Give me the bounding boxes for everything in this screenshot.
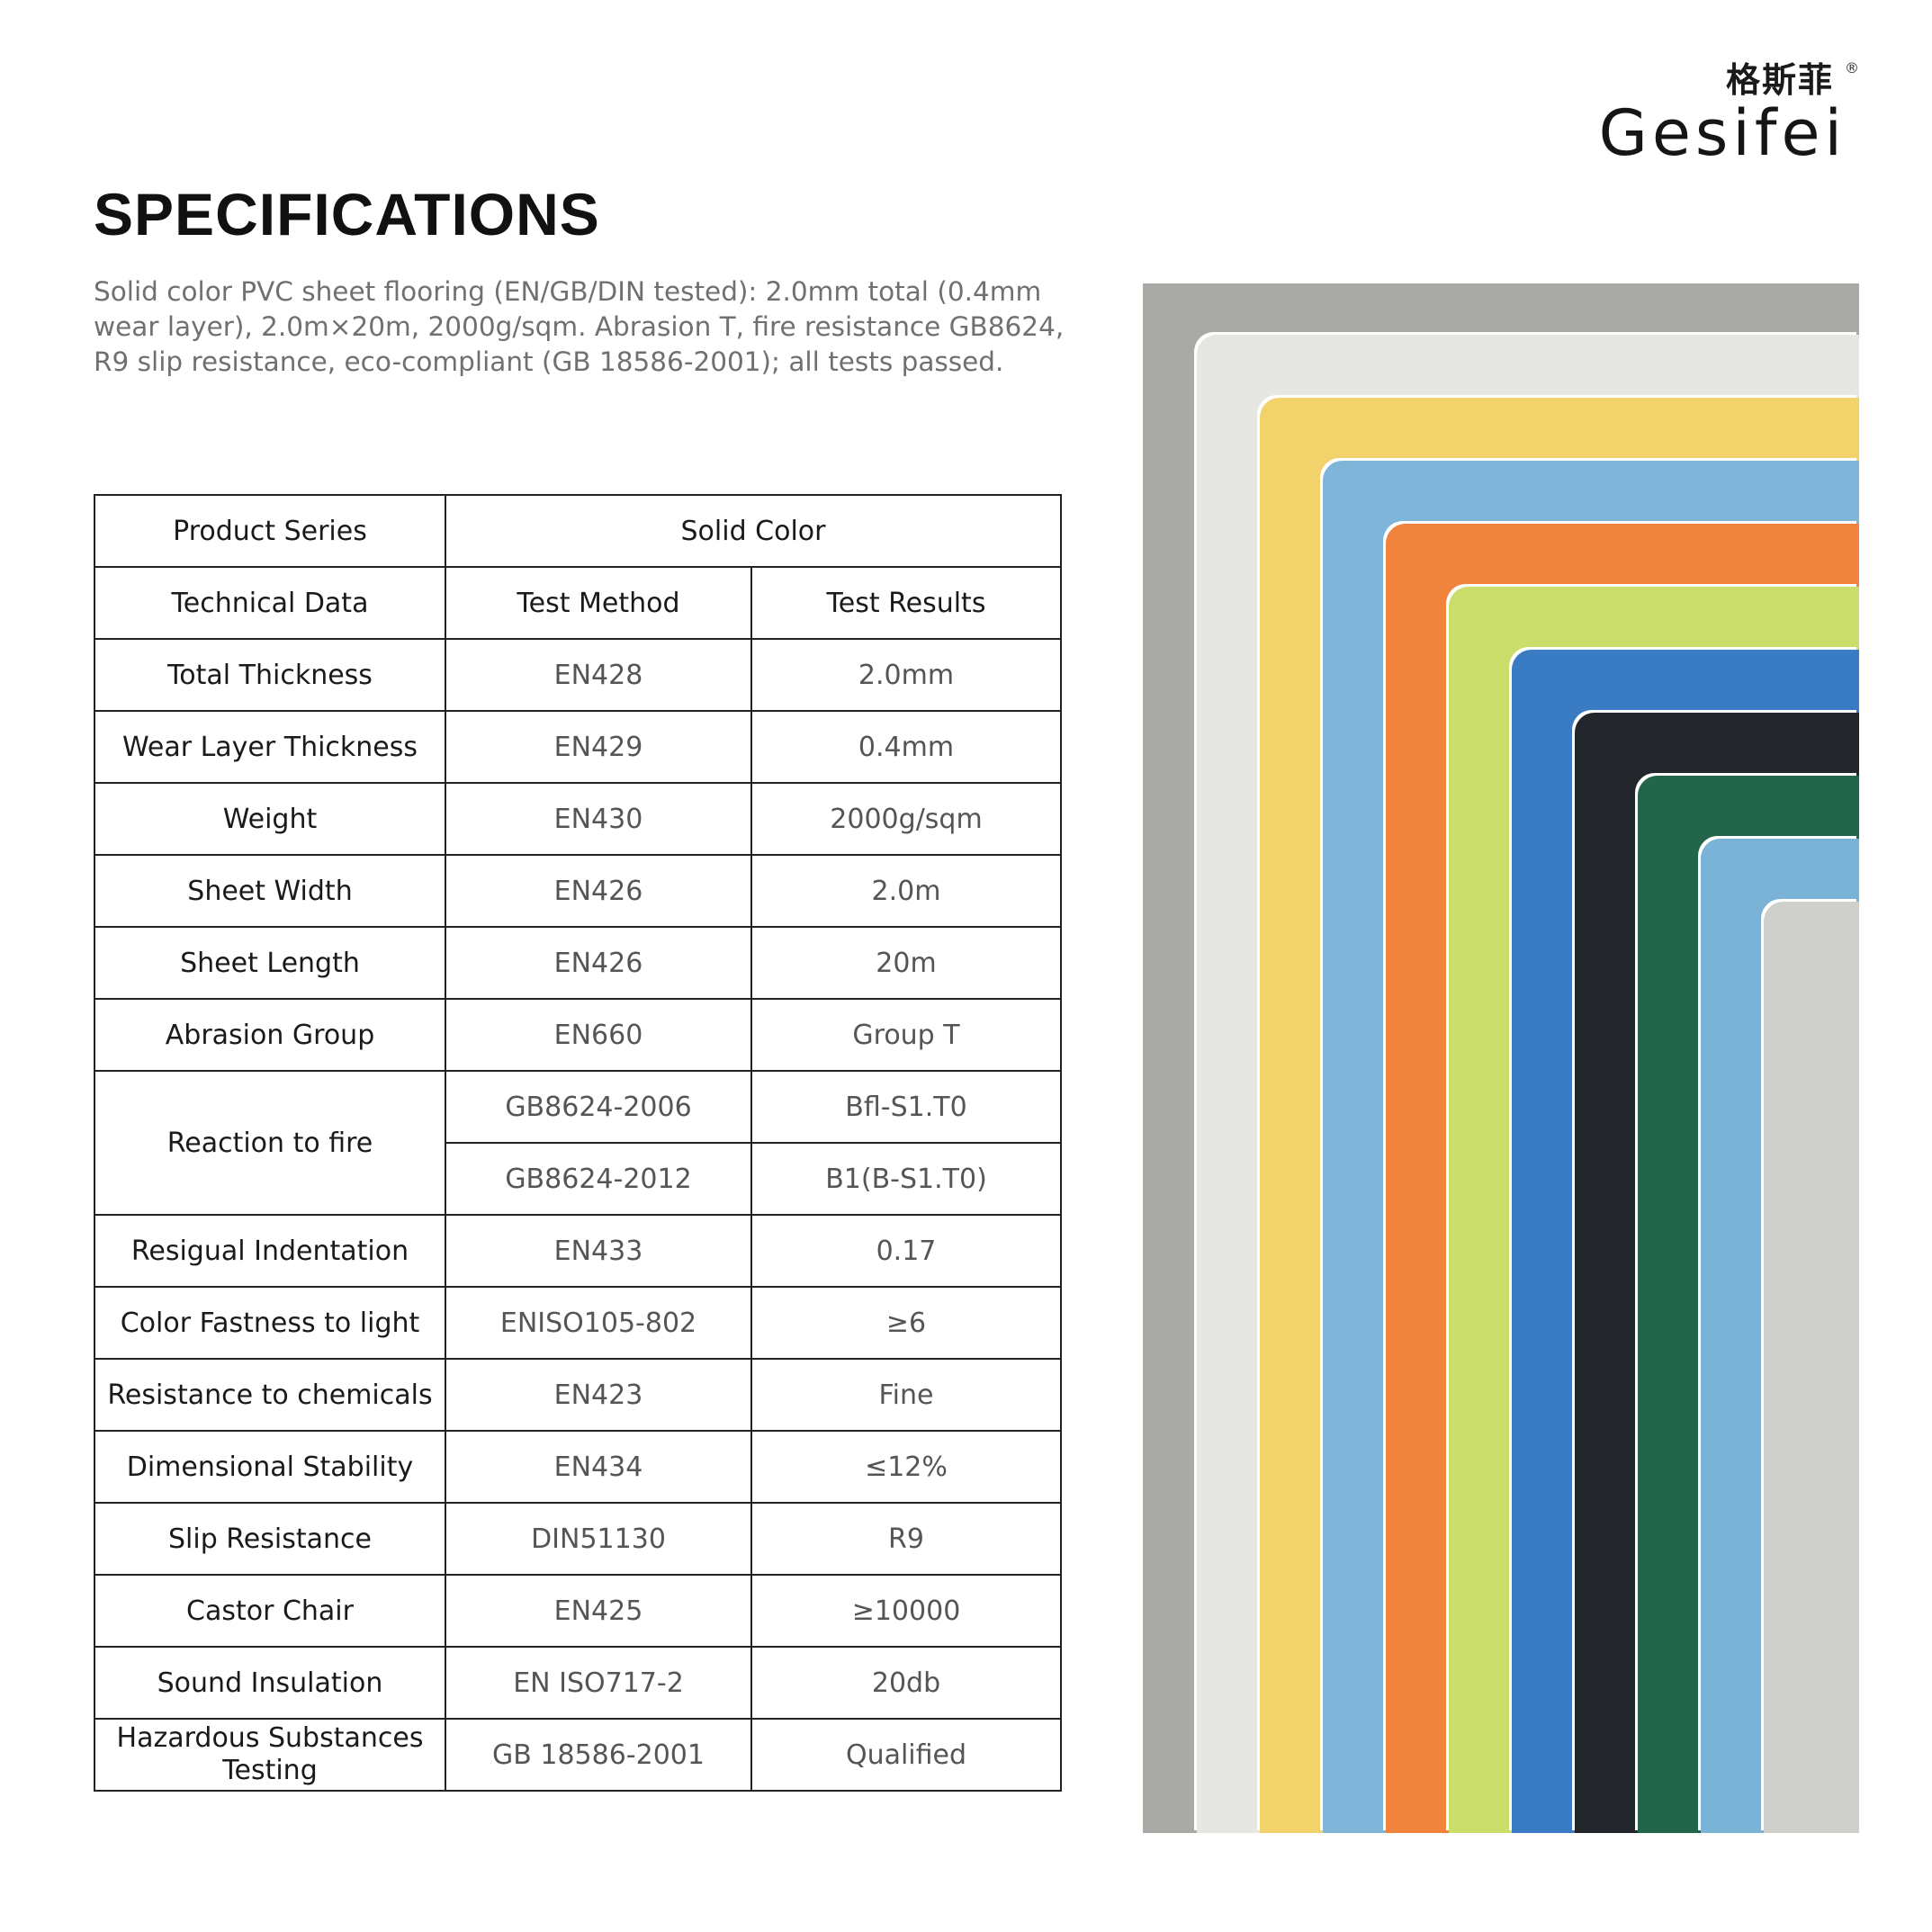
table-row-series: Product Series Solid Color xyxy=(94,494,1062,568)
row-label: Resigual Indentation xyxy=(94,1214,446,1288)
row-label: Wear Layer Thickness xyxy=(94,710,446,784)
header-test-method: Test Method xyxy=(445,566,752,640)
row-test-result: Qualified xyxy=(750,1718,1062,1792)
row-test-method: EN425 xyxy=(445,1574,752,1648)
brand-name-english: Gesifei xyxy=(1598,96,1847,170)
row-test-method: GB8624-2006 xyxy=(445,1070,752,1144)
row-test-method: EN426 xyxy=(445,854,752,928)
specifications-table: Product Series Solid Color Technical Dat… xyxy=(94,494,1062,1792)
row-test-result: 2.0m xyxy=(750,854,1062,928)
row-test-method: GB 18586-2001 xyxy=(445,1718,752,1792)
table-row: Sheet Width EN426 2.0m xyxy=(94,854,1062,928)
row-test-method: ENISO105-802 xyxy=(445,1286,752,1360)
row-test-result: 0.4mm xyxy=(750,710,1062,784)
row-test-result: Fine xyxy=(750,1358,1062,1432)
row-test-result: R9 xyxy=(750,1502,1062,1576)
table-row: Slip Resistance DIN51130 R9 xyxy=(94,1502,1062,1576)
row-test-result: Bfl-S1.T0 xyxy=(750,1070,1062,1144)
row-test-method: EN428 xyxy=(445,638,752,712)
row-label: Castor Chair xyxy=(94,1574,446,1648)
row-label: Abrasion Group xyxy=(94,998,446,1072)
table-row: Total Thickness EN428 2.0mm xyxy=(94,638,1062,712)
row-label: Slip Resistance xyxy=(94,1502,446,1576)
table-row: Dimensional Stability EN434 ≤12% xyxy=(94,1430,1062,1504)
page-title: SPECIFICATIONS xyxy=(94,181,600,247)
row-test-method: GB8624-2012 xyxy=(445,1142,752,1216)
color-swatch xyxy=(1764,902,1859,1833)
table-row: Weight EN430 2000g/sqm xyxy=(94,782,1062,856)
row-test-result: 20m xyxy=(750,926,1062,1000)
row-test-method: EN430 xyxy=(445,782,752,856)
row-label: Color Fastness to light xyxy=(94,1286,446,1360)
row-test-method: EN429 xyxy=(445,710,752,784)
header-test-results: Test Results xyxy=(750,566,1062,640)
table-row: Sound Insulation EN ISO717-2 20db xyxy=(94,1646,1062,1720)
table-header-row: Technical Data Test Method Test Results xyxy=(94,566,1062,640)
row-label: Weight xyxy=(94,782,446,856)
table-row: Castor Chair EN425 ≥10000 xyxy=(94,1574,1062,1648)
row-test-method: EN423 xyxy=(445,1358,752,1432)
row-test-result: ≥10000 xyxy=(750,1574,1062,1648)
row-test-result: 0.17 xyxy=(750,1214,1062,1288)
row-test-method: EN660 xyxy=(445,998,752,1072)
row-label: Resistance to chemicals xyxy=(94,1358,446,1432)
row-test-method: EN433 xyxy=(445,1214,752,1288)
page-description: Solid color PVC sheet flooring (EN/GB/DI… xyxy=(94,276,1065,377)
row-test-result: 2000g/sqm xyxy=(750,782,1062,856)
table-row: Color Fastness to light ENISO105-802 ≥6 xyxy=(94,1286,1062,1360)
table-row: Resigual Indentation EN433 0.17 xyxy=(94,1214,1062,1288)
row-test-result: 20db xyxy=(750,1646,1062,1720)
series-label-cell: Product Series xyxy=(94,494,446,568)
row-label: Sheet Width xyxy=(94,854,446,928)
row-label: Total Thickness xyxy=(94,638,446,712)
row-test-method: EN426 xyxy=(445,926,752,1000)
row-label: Hazardous Substances Testing xyxy=(94,1718,446,1792)
series-value-cell: Solid Color xyxy=(445,494,1062,568)
row-label: Sheet Length xyxy=(94,926,446,1000)
table-row: Hazardous Substances Testing GB 18586-20… xyxy=(94,1718,1062,1792)
table-row: Reaction to fire GB8624-2006 Bfl-S1.T0 xyxy=(94,1070,1062,1216)
table-row: Resistance to chemicals EN423 Fine xyxy=(94,1358,1062,1432)
row-label: Reaction to fire xyxy=(94,1070,446,1216)
row-test-result: Group T xyxy=(750,998,1062,1072)
row-label: Sound Insulation xyxy=(94,1646,446,1720)
table-row: Abrasion Group EN660 Group T xyxy=(94,998,1062,1072)
row-test-result: ≤12% xyxy=(750,1430,1062,1504)
row-test-method: EN ISO717-2 xyxy=(445,1646,752,1720)
registered-mark: ® xyxy=(1845,59,1859,76)
row-test-method: EN434 xyxy=(445,1430,752,1504)
header-technical-data: Technical Data xyxy=(94,566,446,640)
row-test-method: DIN51130 xyxy=(445,1502,752,1576)
brand-name-chinese: 格斯菲 xyxy=(1725,60,1834,100)
table-row: GB8624-2012 B1(B-S1.T0) xyxy=(94,1142,1062,1216)
table-row: Wear Layer Thickness EN429 0.4mm xyxy=(94,710,1062,784)
color-swatch-panel xyxy=(1143,283,1859,1833)
row-test-result: 2.0mm xyxy=(750,638,1062,712)
brand-logo: 格斯菲 ® Gesifei xyxy=(1598,59,1859,170)
row-test-result: B1(B-S1.T0) xyxy=(750,1142,1062,1216)
row-test-result: ≥6 xyxy=(750,1286,1062,1360)
table-row: Sheet Length EN426 20m xyxy=(94,926,1062,1000)
row-label: Dimensional Stability xyxy=(94,1430,446,1504)
